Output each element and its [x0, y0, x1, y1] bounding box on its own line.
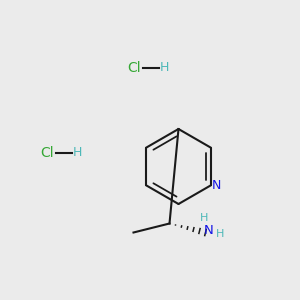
Text: Cl: Cl — [40, 146, 54, 160]
Text: N: N — [204, 224, 213, 238]
Text: H: H — [73, 146, 82, 160]
Text: H: H — [216, 229, 224, 239]
Text: H: H — [200, 213, 208, 223]
Text: H: H — [160, 61, 169, 74]
Text: Cl: Cl — [128, 61, 141, 74]
Text: N: N — [212, 179, 221, 192]
